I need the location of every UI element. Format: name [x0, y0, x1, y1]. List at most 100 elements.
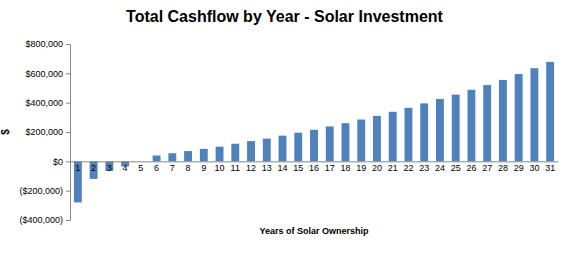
bar — [184, 151, 192, 161]
x-tick: 8 — [186, 161, 191, 172]
bar — [467, 90, 475, 162]
bar — [216, 147, 224, 162]
x-tick-label: 24 — [435, 163, 445, 173]
x-tick-label: 10 — [215, 163, 225, 173]
x-tick-label: 28 — [498, 163, 508, 173]
y-tick: $0 — [53, 157, 70, 167]
x-tick-label: 18 — [340, 163, 350, 173]
y-tick-label: $800,000 — [25, 39, 63, 49]
y-tick: $800,000 — [25, 39, 70, 49]
x-tick: 9 — [201, 161, 206, 172]
bar — [405, 108, 413, 162]
bar — [200, 149, 208, 161]
bar — [546, 62, 554, 161]
y-tick-label: ($200,000) — [19, 186, 63, 196]
x-tick-label: 17 — [325, 163, 335, 173]
x-tick-label: 3 — [107, 163, 112, 173]
x-tick: 3 — [107, 161, 112, 172]
y-tick-label: $0 — [53, 157, 63, 167]
x-tick: 15 — [293, 161, 303, 172]
x-tick-label: 11 — [231, 163, 240, 173]
bar — [247, 141, 255, 161]
y-tick-mark — [66, 44, 70, 45]
y-tick: ($400,000) — [19, 215, 70, 225]
x-tick: 1 — [75, 161, 80, 172]
bar — [153, 155, 161, 161]
chart: Total Cashflow by Year - Solar Investmen… — [0, 0, 569, 255]
bar — [515, 74, 523, 161]
y-tick: $200,000 — [25, 127, 70, 137]
x-tick-label: 15 — [293, 163, 303, 173]
x-tick-label: 31 — [545, 163, 555, 173]
x-tick: 23 — [419, 161, 429, 172]
x-tick-label: 21 — [388, 163, 398, 173]
bar — [263, 139, 271, 162]
x-tick-label: 26 — [466, 163, 476, 173]
x-tick-label: 19 — [356, 163, 366, 173]
y-tick-label: $400,000 — [25, 98, 63, 108]
bar — [389, 112, 397, 162]
x-tick: 10 — [215, 161, 225, 172]
bar — [168, 153, 176, 161]
x-tick: 14 — [278, 161, 288, 172]
bar — [342, 123, 350, 161]
x-tick-label: 9 — [201, 163, 206, 173]
y-tick-label: ($400,000) — [19, 215, 63, 225]
x-tick: 24 — [435, 161, 445, 172]
y-tick-mark — [66, 220, 70, 221]
x-axis-title: Years of Solar Ownership — [259, 226, 369, 236]
x-tick-label: 29 — [514, 163, 524, 173]
x-tick: 12 — [246, 161, 256, 172]
x-tick-label: 27 — [482, 163, 492, 173]
x-tick: 26 — [466, 161, 476, 172]
y-tick-label: $200,000 — [25, 127, 63, 137]
x-tick-label: 25 — [451, 163, 461, 173]
x-tick: 20 — [372, 161, 382, 172]
x-tick-label: 13 — [262, 163, 272, 173]
x-tick: 19 — [356, 161, 366, 172]
bar — [373, 116, 381, 161]
y-tick-mark — [66, 103, 70, 104]
x-tick-label: 2 — [91, 163, 96, 173]
y-tick-mark — [66, 73, 70, 74]
x-tick: 17 — [325, 161, 335, 172]
bar — [530, 68, 538, 161]
y-tick-mark — [66, 161, 70, 162]
x-tick-label: 1 — [75, 163, 80, 173]
x-tick: 30 — [529, 161, 539, 172]
y-tick: $400,000 — [25, 98, 70, 108]
x-tick-label: 8 — [186, 163, 191, 173]
x-tick-label: 23 — [419, 163, 429, 173]
x-tick-label: 7 — [170, 163, 175, 173]
x-tick: 11 — [231, 161, 240, 172]
bar — [420, 103, 428, 161]
bar — [231, 144, 239, 162]
x-tick-label: 30 — [529, 163, 539, 173]
y-tick-mark — [66, 191, 70, 192]
x-tick: 22 — [403, 161, 413, 172]
x-tick: 7 — [170, 161, 175, 172]
x-tick: 16 — [309, 161, 319, 172]
x-axis: 1234567891011121314151617181920212223242… — [71, 161, 559, 172]
y-tick-label: $600,000 — [25, 69, 63, 79]
y-tick: ($200,000) — [19, 186, 70, 196]
x-tick: 18 — [340, 161, 350, 172]
x-tick: 5 — [138, 161, 143, 172]
bar — [74, 161, 82, 202]
x-tick-label: 14 — [278, 163, 288, 173]
bar — [310, 130, 318, 162]
x-tick: 25 — [451, 161, 461, 172]
bar — [436, 99, 444, 161]
x-tick-label: 5 — [138, 163, 143, 173]
bar — [483, 85, 491, 161]
y-axis: ($400,000) ($200,000) $0 $200,000 $400,000 $6… — [19, 39, 70, 225]
bar — [279, 136, 287, 162]
plot-area: ($400,000) ($200,000) $0 $200,000 $400,000 $6… — [19, 39, 558, 225]
y-axis-title: $ — [0, 129, 11, 135]
x-tick-label: 4 — [123, 163, 128, 173]
y-tick-mark — [66, 132, 70, 133]
x-tick: 13 — [262, 161, 272, 172]
x-tick: 27 — [482, 161, 492, 172]
bars — [74, 62, 554, 203]
x-tick-label: 12 — [246, 163, 256, 173]
